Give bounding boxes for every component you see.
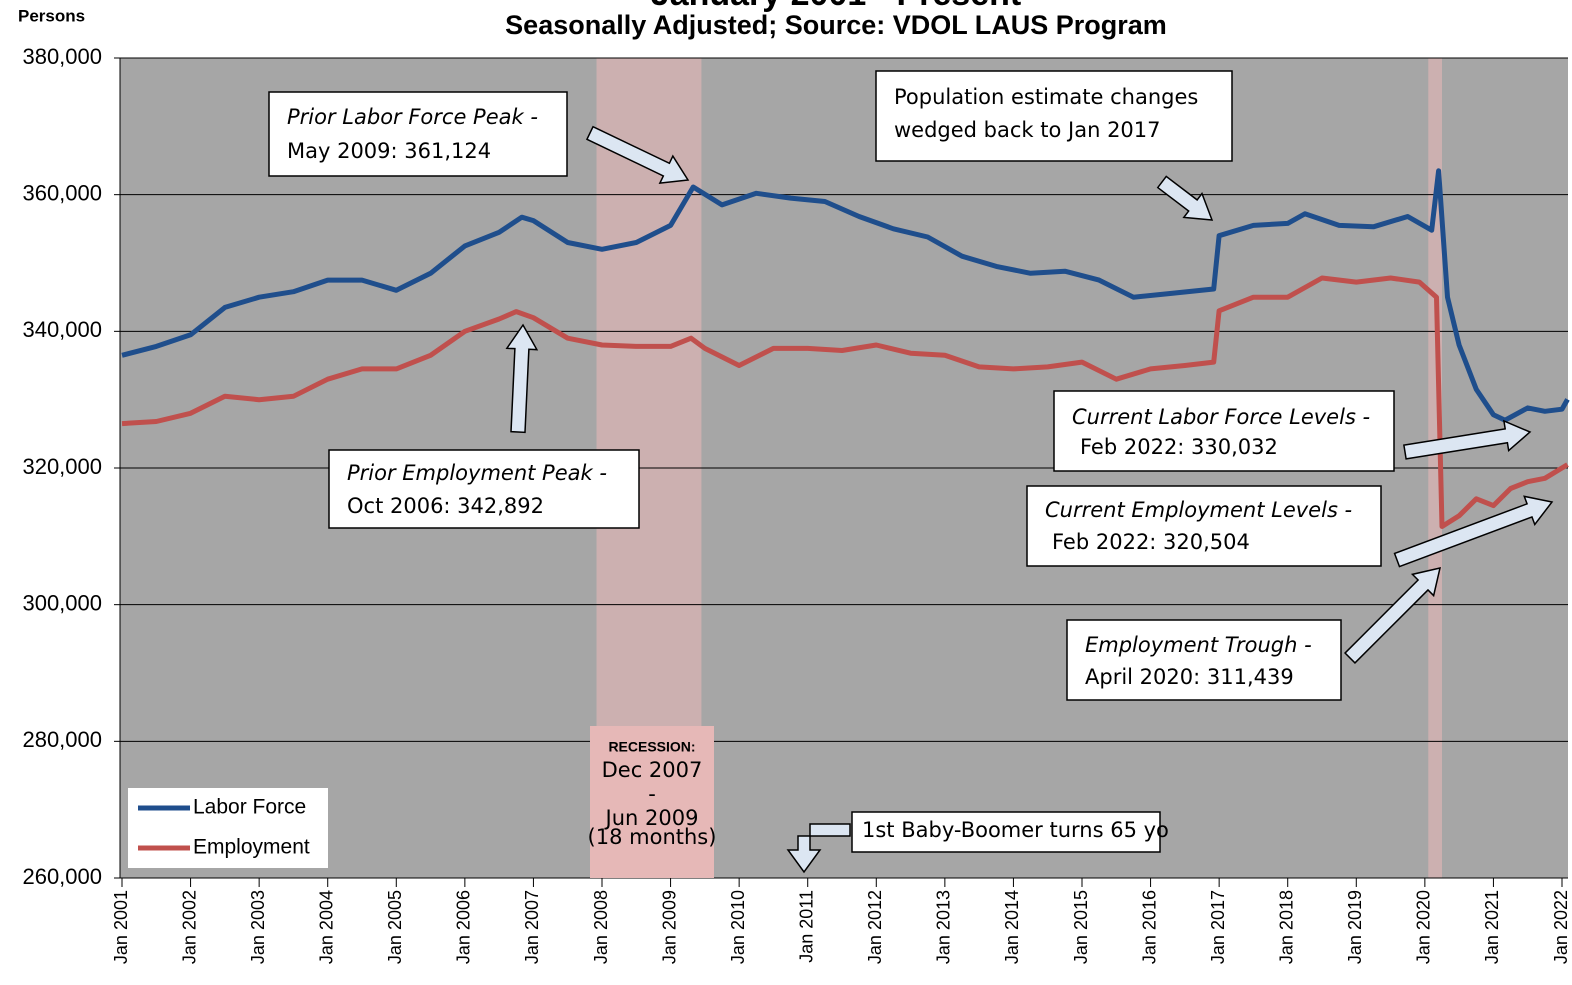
arrow bbox=[786, 823, 851, 874]
x-tick-label: Jan 2022 bbox=[1551, 890, 1571, 964]
annotation-text: Population estimate changes bbox=[894, 85, 1198, 109]
x-tick-label: Jan 2008 bbox=[591, 890, 611, 964]
arrow bbox=[1393, 495, 1554, 568]
x-tick-label: Jan 2012 bbox=[865, 890, 885, 964]
annotation-box bbox=[875, 70, 1233, 162]
recession-label: - bbox=[648, 782, 656, 806]
arrow bbox=[1403, 419, 1532, 460]
x-tick-label: Jan 2006 bbox=[454, 890, 474, 964]
x-tick-label: Jan 2004 bbox=[316, 890, 336, 964]
annotation-box bbox=[851, 811, 1161, 853]
annotation-text: Prior Labor Force Peak - bbox=[287, 105, 538, 129]
annotation-box bbox=[1026, 485, 1382, 567]
x-tick-label: Jan 2002 bbox=[179, 890, 199, 964]
x-tick-label: Jan 2011 bbox=[796, 890, 816, 963]
x-tick-label: Jan 2016 bbox=[1139, 890, 1159, 964]
annotation-text: May 2009: 361,124 bbox=[287, 139, 491, 163]
annotation-text: Oct 2006: 342,892 bbox=[347, 494, 544, 518]
annotation-box bbox=[1053, 390, 1395, 472]
arrow bbox=[1343, 566, 1442, 665]
legend-box bbox=[128, 788, 328, 868]
chart-title: January 2001 - Present bbox=[651, 0, 1021, 13]
y-tick-label: 360,000 bbox=[22, 180, 102, 205]
recession-label: Dec 2007 bbox=[602, 758, 703, 782]
arrow bbox=[505, 323, 539, 434]
x-tick-label: Jan 2020 bbox=[1414, 890, 1434, 964]
annotation-box bbox=[328, 449, 640, 529]
x-tick-label: Jan 2021 bbox=[1482, 890, 1502, 964]
x-tick-label: Jan 2007 bbox=[522, 890, 542, 964]
annotation-box bbox=[1066, 619, 1342, 701]
annotation-text: Current Employment Levels - bbox=[1045, 498, 1352, 522]
legend-label: Labor Force bbox=[193, 796, 306, 819]
x-tick-label: Jan 2019 bbox=[1345, 890, 1365, 964]
annotation-text: Feb 2022: 320,504 bbox=[1052, 530, 1250, 554]
annotation-text: Current Labor Force Levels - bbox=[1072, 405, 1370, 429]
y-tick-label: 300,000 bbox=[22, 590, 102, 615]
recession-label-box bbox=[590, 726, 714, 878]
x-tick-label: Jan 2003 bbox=[248, 890, 268, 964]
series-line bbox=[121, 168, 1570, 423]
x-tick-label: Jan 2015 bbox=[1071, 890, 1091, 964]
x-tick-label: Jan 2014 bbox=[1002, 890, 1022, 964]
annotation-text: Employment Trough - bbox=[1085, 633, 1312, 657]
x-tick-label: Jan 2017 bbox=[1208, 890, 1228, 964]
chart-subtitle: Seasonally Adjusted; Source: VDOL LAUS P… bbox=[505, 10, 1167, 40]
y-tick-label: 380,000 bbox=[22, 44, 102, 69]
recession-label: Jun 2009 bbox=[604, 806, 699, 830]
annotation-text: 1st Baby-Boomer turns 65 yo bbox=[862, 818, 1169, 842]
x-tick-label: Jan 2001 bbox=[111, 890, 131, 964]
series-line bbox=[121, 275, 1569, 529]
arrow bbox=[1156, 175, 1214, 221]
recession-label: RECESSION: bbox=[608, 739, 695, 755]
y-tick-label: 260,000 bbox=[22, 864, 102, 889]
annotation-text: Feb 2022: 330,032 bbox=[1080, 435, 1278, 459]
x-tick-label: Jan 2010 bbox=[728, 890, 748, 964]
x-tick-label: Jan 2018 bbox=[1276, 890, 1296, 964]
recession-label: (18 months) bbox=[588, 825, 717, 849]
x-tick-label: Jan 2009 bbox=[659, 890, 679, 964]
y-axis-label: Persons bbox=[18, 6, 85, 25]
annotation-text: April 2020: 311,439 bbox=[1085, 665, 1294, 689]
annotation-box bbox=[268, 91, 568, 177]
annotation-text: wedged back to Jan 2017 bbox=[894, 118, 1161, 142]
arrow bbox=[585, 125, 690, 185]
x-tick-label: Jan 2013 bbox=[934, 890, 954, 964]
y-tick-label: 340,000 bbox=[22, 317, 102, 342]
x-tick-label: Jan 2005 bbox=[385, 890, 405, 964]
annotation-text: Prior Employment Peak - bbox=[347, 461, 607, 485]
y-tick-label: 280,000 bbox=[22, 727, 102, 752]
y-tick-label: 320,000 bbox=[22, 454, 102, 479]
legend-label: Employment bbox=[193, 836, 310, 859]
